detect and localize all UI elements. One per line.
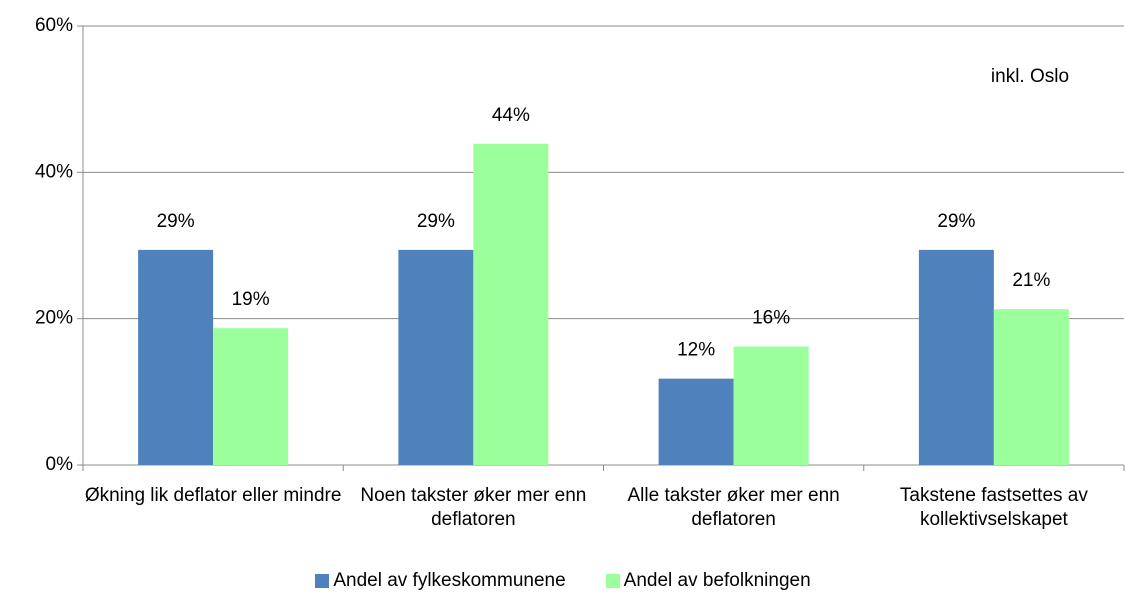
bar <box>398 249 474 465</box>
y-tick-label: 0% <box>46 454 74 475</box>
x-tick-label: Økning lik deflator eller mindre <box>84 485 342 506</box>
bar <box>918 249 994 465</box>
data-label: 29% <box>937 211 975 232</box>
bar <box>993 309 1069 465</box>
legend-item: Andel av fylkeskommunene <box>315 570 566 592</box>
x-tick-label: Noen takster øker mer enn deflatoren <box>360 485 587 530</box>
x-tick-label: Takstene fastsettes av kollektivselskape… <box>899 485 1088 530</box>
data-label: 21% <box>1012 270 1050 291</box>
legend: Andel av fylkeskommunene Andel av befolkn… <box>0 570 1126 592</box>
bar <box>658 378 734 465</box>
y-tick-label: 60% <box>35 15 73 36</box>
bar <box>473 143 549 465</box>
y-tick-label: 20% <box>35 308 73 329</box>
legend-label: Andel av befolkningen <box>623 570 811 591</box>
bar <box>213 328 289 465</box>
legend-item: Andel av befolkningen <box>605 570 811 592</box>
bar <box>733 346 809 465</box>
legend-label: Andel av fylkeskommunene <box>333 570 566 591</box>
legend-swatch <box>315 574 330 588</box>
x-tick-label: Alle takster øker mer enn deflatoren <box>627 485 840 530</box>
bar <box>138 249 214 465</box>
data-label: 29% <box>157 211 195 232</box>
data-label: 29% <box>417 211 455 232</box>
data-label: 19% <box>232 289 270 310</box>
data-label: 16% <box>752 307 790 328</box>
y-tick-label: 40% <box>35 161 73 182</box>
legend-swatch <box>605 574 620 588</box>
annotation: inkl. Oslo <box>991 66 1069 87</box>
data-label: 44% <box>492 105 530 126</box>
data-label: 12% <box>677 340 715 361</box>
